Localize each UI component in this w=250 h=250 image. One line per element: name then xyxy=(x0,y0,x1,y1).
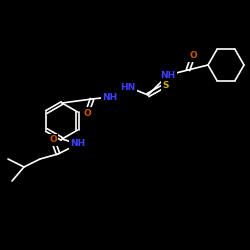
Text: O: O xyxy=(189,52,197,60)
Text: O: O xyxy=(49,136,57,144)
Text: NH: NH xyxy=(70,140,86,148)
Text: S: S xyxy=(163,80,169,90)
Text: NH: NH xyxy=(160,70,176,80)
Text: O: O xyxy=(83,108,91,118)
Text: NH: NH xyxy=(102,92,118,102)
Text: HN: HN xyxy=(120,82,136,92)
